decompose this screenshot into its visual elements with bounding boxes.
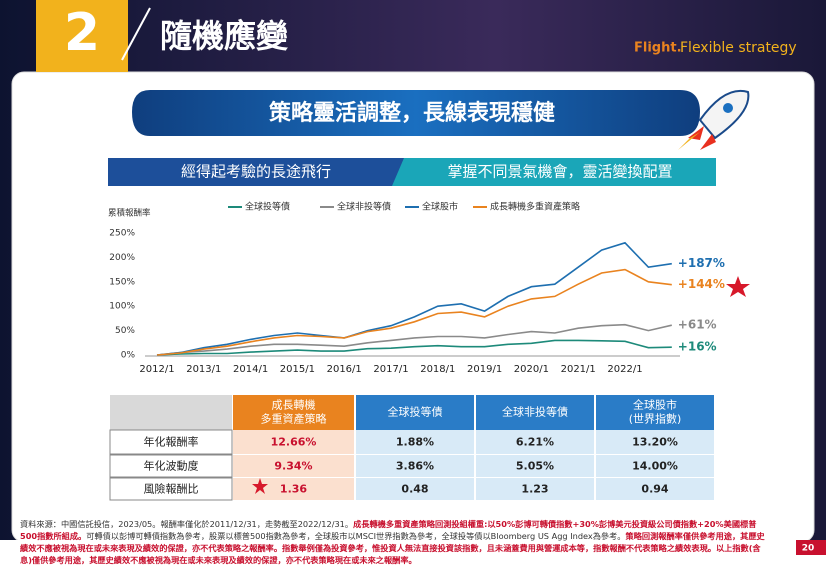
- cell-value: 1.36: [280, 483, 307, 496]
- table-cell: [476, 430, 594, 454]
- legend-label: 全球股市: [422, 201, 458, 213]
- table: 成長轉機多重資產策略 全球投等債 全球非投等債 全球股市(世界指數) 年化報酬率 12.6…: [109, 395, 714, 501]
- x-tick-label: 2018/1: [420, 364, 455, 375]
- page-number: 20: [802, 544, 815, 554]
- table-cell: [233, 478, 354, 500]
- cell-value: 3.86%: [396, 460, 434, 473]
- tag-text: Flexible strategy: [680, 40, 797, 56]
- x-tick-label: 2017/1: [373, 364, 408, 375]
- tag-brand: Flight.: [634, 41, 682, 56]
- legend-label: 全球投等債: [245, 201, 290, 213]
- star: [726, 276, 750, 297]
- y-axis-title: 累積報酬率: [108, 208, 151, 219]
- y-tick-label: 150%: [109, 277, 135, 287]
- number-box: [36, 0, 128, 72]
- y-tick-label: 200%: [109, 253, 135, 263]
- x-tick-label: 2022/1: [607, 364, 642, 375]
- x-tick-label: 2019/1: [467, 364, 502, 375]
- table-cell: [109, 454, 233, 478]
- table-cell: [476, 478, 594, 500]
- table-cell: [476, 455, 594, 477]
- subheader-right: [392, 158, 716, 186]
- cell-value: 14.00%: [632, 460, 678, 473]
- x-tick-label: 2016/1: [327, 364, 362, 375]
- x-tick-label: 2020/1: [514, 364, 549, 375]
- subheader-text: 掌握不同景氣機會，靈活變換配置: [447, 163, 672, 181]
- table-corner: [110, 395, 232, 430]
- table-cell: [596, 430, 714, 454]
- banner: [132, 90, 700, 136]
- header-text: 全球投等債: [388, 405, 443, 419]
- header-text: 全球非投等債: [502, 405, 568, 419]
- row-label: 風險報酬比: [144, 482, 199, 496]
- row-label: 年化波動度: [144, 459, 199, 473]
- header-text: (世界指數): [629, 412, 682, 426]
- x-tick-label: 2013/1: [186, 364, 221, 375]
- header-text: 成長轉機: [272, 398, 316, 412]
- cell-value: 1.23: [521, 483, 548, 496]
- cell-value: 1.88%: [396, 436, 434, 449]
- subheader-left: [108, 158, 404, 186]
- page-number-box: [796, 540, 826, 555]
- series-line: [156, 323, 672, 356]
- footnote-text: 策略回測報酬率僅供參考用途，其歷史績效不應被視為現在或未來表現及績效的保證，亦不…: [20, 531, 765, 565]
- y-tick-label: 0%: [121, 351, 136, 361]
- x-tick-label: 2012/1: [139, 364, 174, 375]
- x-tick-label: 2014/1: [233, 364, 268, 375]
- cell-value: 9.34%: [274, 460, 312, 473]
- table-cell: [596, 478, 714, 500]
- header-cell: [596, 395, 714, 430]
- cell-value: 5.05%: [516, 460, 554, 473]
- table-cell: [233, 455, 354, 477]
- cell-value: 0.94: [641, 483, 668, 496]
- header-cell: [233, 395, 354, 430]
- footer-area: [0, 540, 826, 585]
- table-cell: [109, 477, 233, 501]
- row-label: 年化報酬率: [144, 435, 199, 449]
- cell-value: 13.20%: [632, 436, 678, 449]
- table-cell: [233, 430, 354, 454]
- chart: 0% 50% 100% 150% 200% 250% 2012/1 2013/1 2014/1 2…: [109, 201, 725, 376]
- y-tick-label: 50%: [115, 326, 135, 336]
- subheader-text: 經得起考驗的長途飛行: [181, 163, 331, 181]
- header-text: 全球股市: [633, 398, 677, 412]
- end-label: +61%: [678, 318, 717, 332]
- x-tick-label: 2015/1: [280, 364, 315, 375]
- section-title: 隨機應變: [160, 17, 288, 55]
- section-number: 2: [64, 3, 100, 63]
- series-line: [156, 339, 672, 356]
- table-cell: [356, 455, 474, 477]
- header-text: 多重資產策略: [261, 412, 327, 426]
- slash: [121, 7, 151, 61]
- footnote-text: 成長轉機多重資產策略回測投組權重:以50%彭博可轉債指數+30%彭博美元投資級公…: [20, 519, 757, 541]
- table-cell: [596, 455, 714, 477]
- y-tick-label: 100%: [109, 302, 135, 312]
- end-label: +187%: [678, 256, 725, 270]
- footnote-text: 資料來源：中國信託投信，2023/05。報酬率僅化於2011/12/31，走勢截…: [20, 519, 354, 529]
- x-tick-label: 2021/1: [561, 364, 596, 375]
- cell-value: 12.66%: [271, 436, 317, 449]
- table-cell: [356, 430, 474, 454]
- legend-label: 全球非投等債: [337, 201, 391, 213]
- y-tick-label: 250%: [109, 229, 135, 239]
- series-line: [156, 268, 672, 356]
- series-line: [156, 241, 672, 356]
- header-cell: [356, 395, 474, 430]
- banner-text: 策略靈活調整，長線表現穩健: [269, 100, 555, 126]
- table-cell: [356, 478, 474, 500]
- table-cell: [109, 429, 233, 455]
- cell-value: 6.21%: [516, 436, 554, 449]
- footnote: 資料來源：中國信託投信，2023/05。報酬率僅化於2011/12/31，走勢截…: [20, 518, 772, 566]
- footnote-text: 可轉債以彭博可轉債指數為參考，股票以標普500指數為參考，全球股市以MSCI世界…: [86, 531, 626, 541]
- end-label: +144%: [678, 277, 725, 291]
- cell-value: 0.48: [401, 483, 428, 496]
- legend-label: 成長轉機多重資產策略: [490, 201, 580, 213]
- header-cell: [476, 395, 594, 430]
- end-label: +16%: [678, 340, 717, 354]
- rocket: [678, 89, 750, 150]
- table-star: [252, 478, 268, 494]
